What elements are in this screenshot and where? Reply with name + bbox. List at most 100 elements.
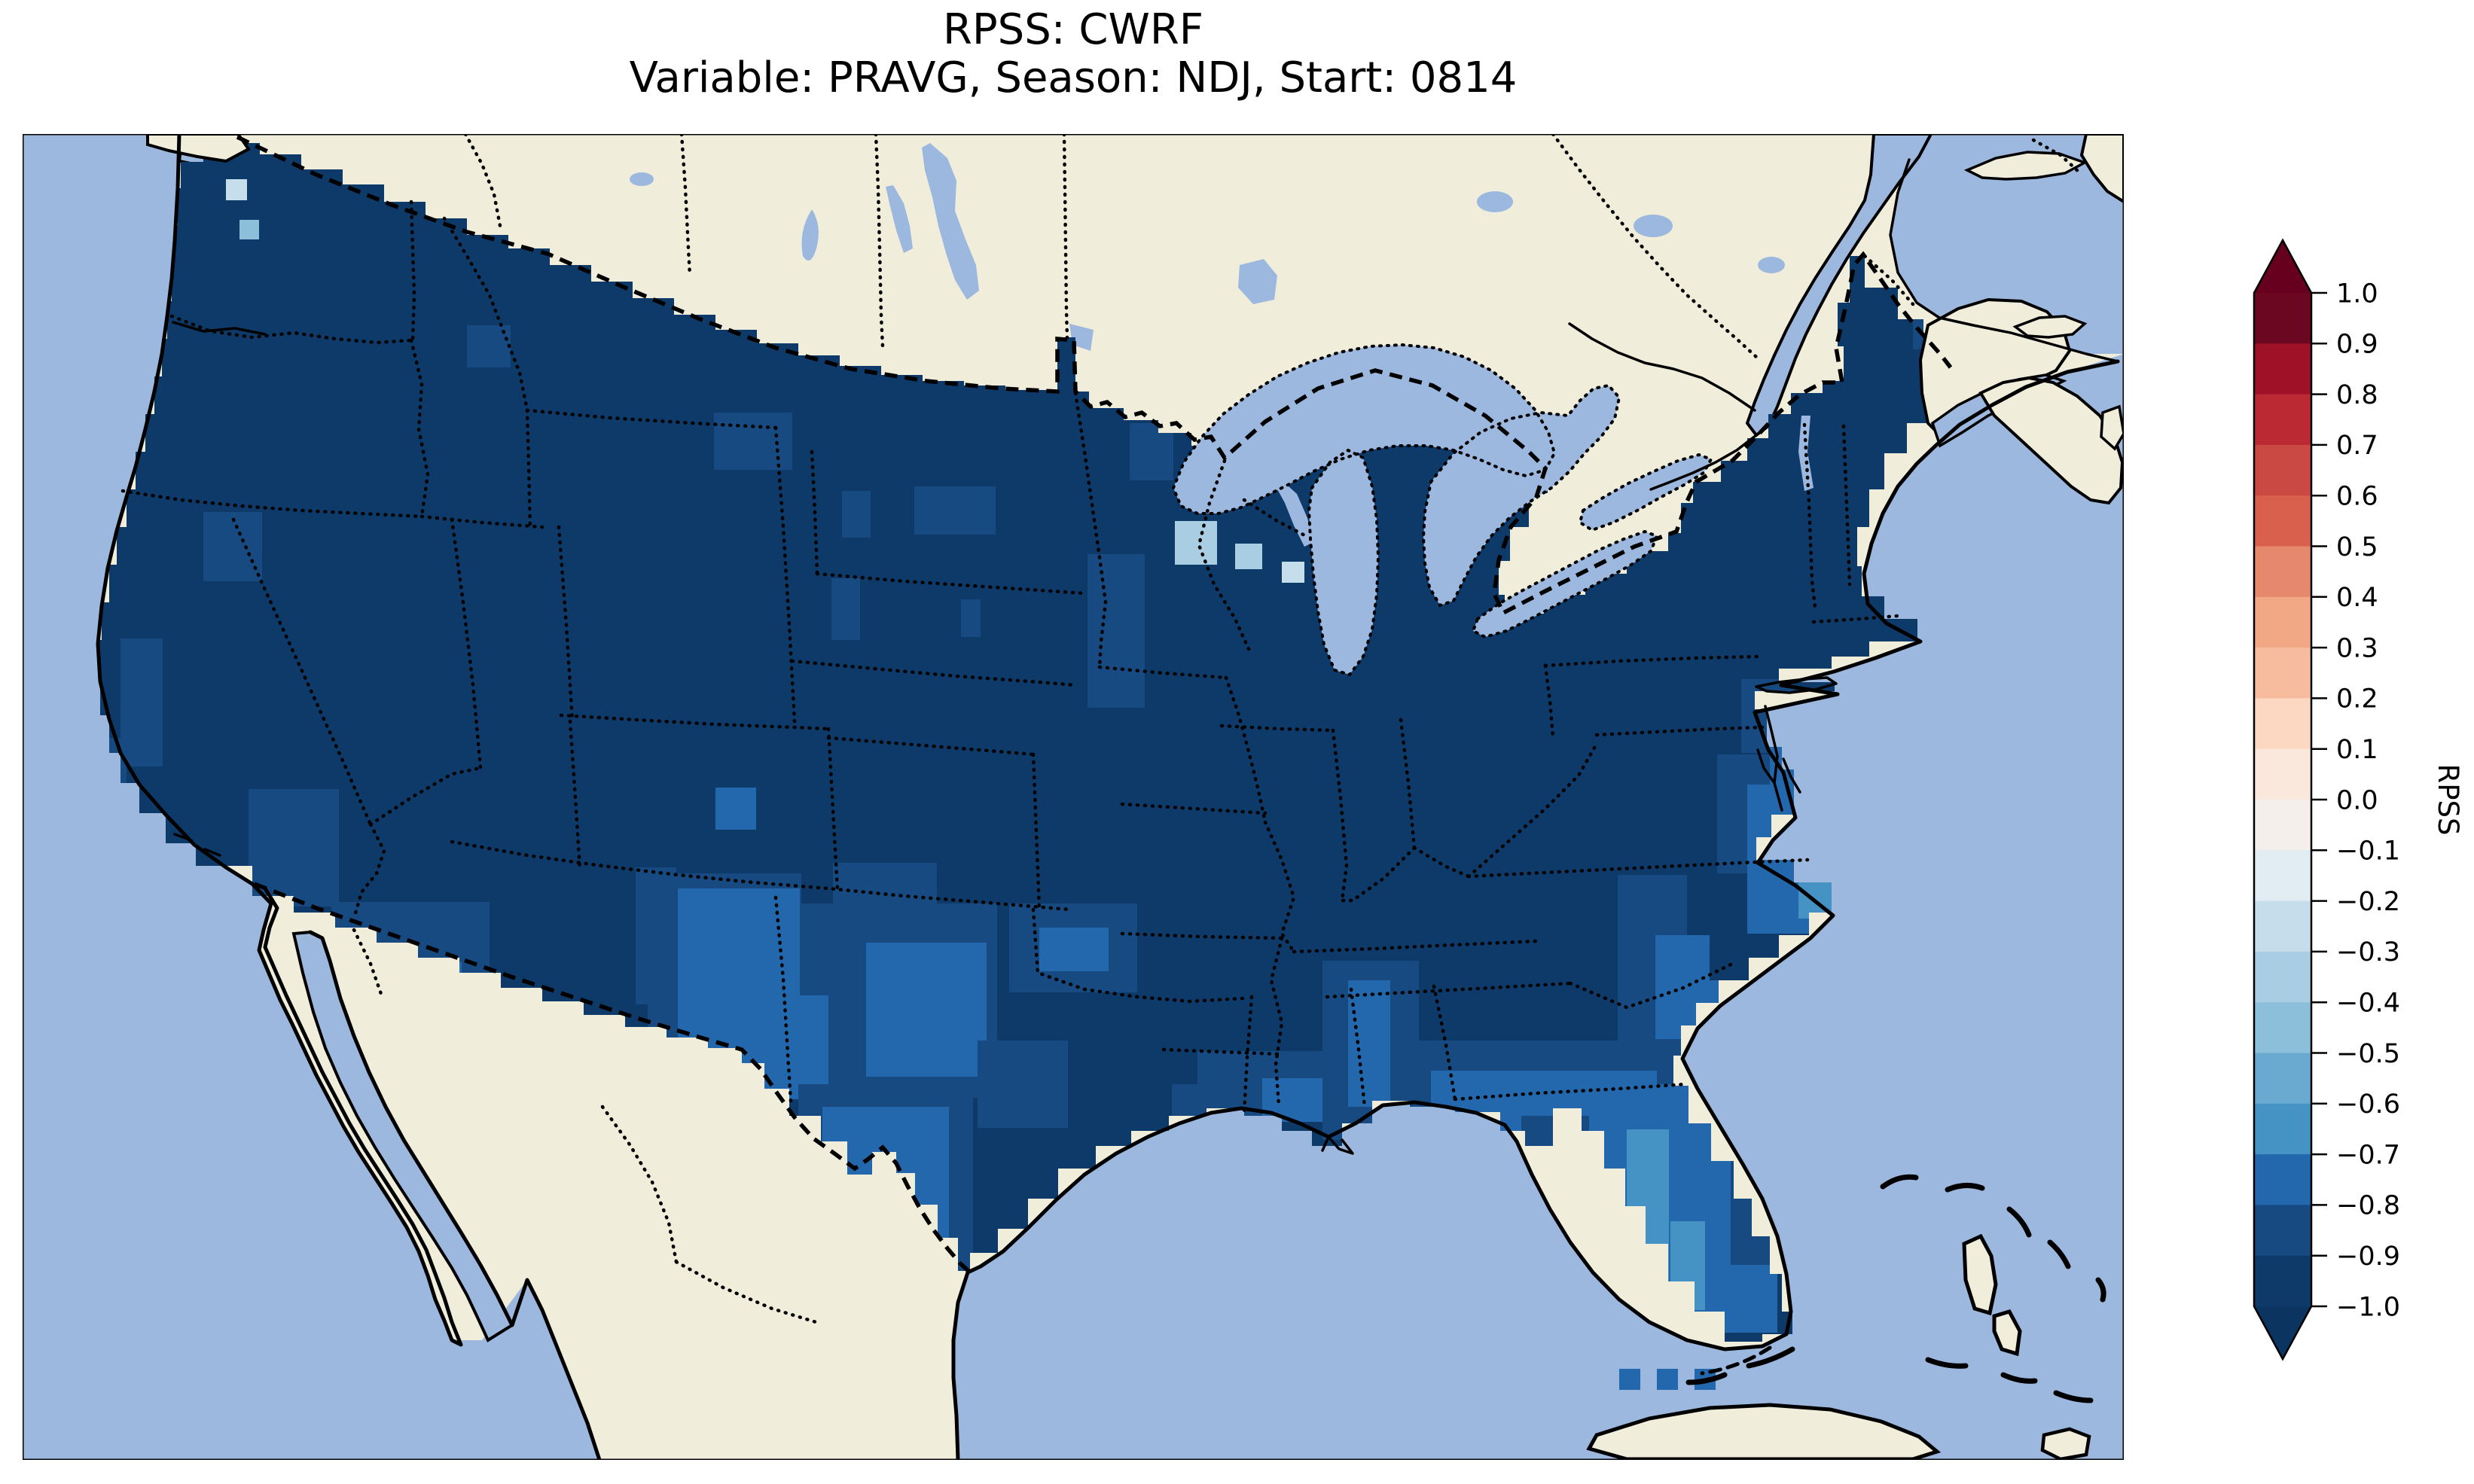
green-bay xyxy=(1276,479,1313,547)
colorbar-tick-label: 0.5 xyxy=(2336,532,2378,562)
channel-islands xyxy=(173,833,221,857)
caribbean-landmasses xyxy=(1586,1233,2091,1460)
gulf-atlantic-coastline xyxy=(951,359,2120,1460)
colorbar-tick-label: 0.3 xyxy=(2336,633,2378,663)
data-cell xyxy=(203,512,262,581)
lake-ontario xyxy=(1580,455,1711,530)
data-cell xyxy=(866,943,987,1077)
data-cell xyxy=(978,1041,1068,1128)
map-area xyxy=(23,134,2124,1460)
data-cell xyxy=(1657,1369,1678,1390)
pacific-ocean xyxy=(23,134,599,1460)
data-cell xyxy=(914,486,996,535)
colorbar-tick-label: 0.7 xyxy=(2336,431,2378,461)
gulf-st-lawrence xyxy=(1890,134,2124,354)
colorbar-band xyxy=(2254,1154,2311,1206)
colorbar-band xyxy=(2254,698,2311,750)
canada-lakes xyxy=(630,143,1785,452)
colorbar-tick-label: 0.0 xyxy=(2336,785,2378,815)
colorbar-band xyxy=(2254,343,2311,395)
hispaniola-tip xyxy=(2040,1427,2091,1460)
great-lakes xyxy=(1173,345,1814,675)
title-block: RPSS: CWRF Variable: PRAVG, Season: NDJ,… xyxy=(0,0,2146,102)
colorbar-band xyxy=(2254,293,2311,345)
colorbar-band xyxy=(2254,1002,2311,1054)
colorbar-tick-label: −0.7 xyxy=(2336,1140,2400,1170)
data-cell xyxy=(1088,554,1145,708)
bahamas-cays xyxy=(1685,1174,2106,1403)
colorbar: 1.0 0.9 0.8 0.7 0.6 0.5 0.4 0.3 0.2 0.1 0.0 −0.1 −0.… xyxy=(2253,238,2464,1361)
state-borders xyxy=(120,200,1900,1326)
us-canada-border xyxy=(236,135,1953,616)
data-cell xyxy=(120,638,163,766)
cuba xyxy=(1586,1403,1942,1460)
colorbar-tick-label: −0.6 xyxy=(2336,1089,2400,1120)
colorbar-band xyxy=(2254,900,2311,952)
data-cell xyxy=(239,220,259,239)
colorbar-band xyxy=(2254,1205,2311,1257)
colorbar-band xyxy=(2254,444,2311,496)
colorbar-band xyxy=(2254,1103,2311,1155)
colorbar-band xyxy=(2254,951,2311,1003)
colorbar-band xyxy=(2254,850,2311,902)
colorbar-band xyxy=(2254,800,2311,852)
pacific-coastline xyxy=(96,134,463,1347)
national-borders xyxy=(236,135,1953,1275)
province-borders xyxy=(463,134,2081,359)
colorbar-tick-label: −1.0 xyxy=(2336,1292,2400,1322)
colorbar-tick-label: 0.9 xyxy=(2336,330,2378,360)
chesapeake-bay xyxy=(1756,705,1801,812)
newfoundland-corner xyxy=(2079,134,2124,204)
colorbar-tick-label: −0.1 xyxy=(2336,836,2400,867)
data-cell xyxy=(1262,1078,1329,1122)
long-island xyxy=(1755,676,1838,694)
data-cell xyxy=(1039,928,1109,971)
data-cell xyxy=(961,599,981,637)
data-cell xyxy=(1348,980,1390,1107)
ottawa-river xyxy=(1568,322,1756,412)
mexico-mainland-coast xyxy=(308,930,602,1460)
lake-huron xyxy=(1423,385,1619,605)
st-lawrence-river xyxy=(1649,434,1758,491)
colorbar-band xyxy=(2254,394,2311,446)
ne-landmasses xyxy=(146,134,2124,505)
data-cell xyxy=(1619,1369,1640,1390)
colorbar-tick-label: 1.0 xyxy=(2336,279,2378,309)
colorbar-tick-label: −0.5 xyxy=(2336,1039,2400,1069)
mississippi-delta xyxy=(1321,1135,1354,1155)
colorbar-band xyxy=(2254,648,2311,699)
cape-breton xyxy=(2100,404,2124,451)
colorbar-tick-label: −0.2 xyxy=(2336,887,2400,917)
florida-keys xyxy=(1700,1345,1772,1376)
data-cell xyxy=(831,578,860,640)
data-cell xyxy=(1282,562,1304,583)
gaspe-coast xyxy=(1889,158,2119,363)
colorbar-band xyxy=(2254,495,2311,547)
atlantic-gulf-ocean xyxy=(953,354,2124,1460)
data-cell xyxy=(842,491,871,538)
colorbar-band xyxy=(2254,1053,2311,1105)
lake-superior xyxy=(1173,345,1554,513)
colorbar-over-arrow xyxy=(2254,240,2311,293)
colorbar-band xyxy=(2254,1255,2311,1307)
columbia-river xyxy=(172,321,267,336)
great-lakes-outlines xyxy=(1171,343,1713,677)
lake-erie xyxy=(1473,532,1657,637)
andros-island xyxy=(1962,1233,1998,1316)
lake-michigan xyxy=(1309,450,1378,675)
data-cell xyxy=(1235,544,1262,569)
colorbar-tick-label: −0.9 xyxy=(2336,1242,2400,1272)
us-mexico-border xyxy=(254,882,972,1275)
page-title: RPSS: CWRF xyxy=(942,5,1204,54)
colorbar-band xyxy=(2254,596,2311,648)
page-subtitle: Variable: PRAVG, Season: NDJ, Start: 081… xyxy=(629,53,1518,102)
data-cell xyxy=(715,788,756,830)
coastlines xyxy=(96,134,2120,1460)
colorbar-tick-label: −0.3 xyxy=(2336,937,2400,967)
colorbar-tick-label: 0.2 xyxy=(2336,684,2378,715)
data-cell xyxy=(1175,521,1217,565)
colorbar-tick-label: −0.8 xyxy=(2336,1191,2400,1221)
prince-edward-island xyxy=(2012,315,2088,339)
